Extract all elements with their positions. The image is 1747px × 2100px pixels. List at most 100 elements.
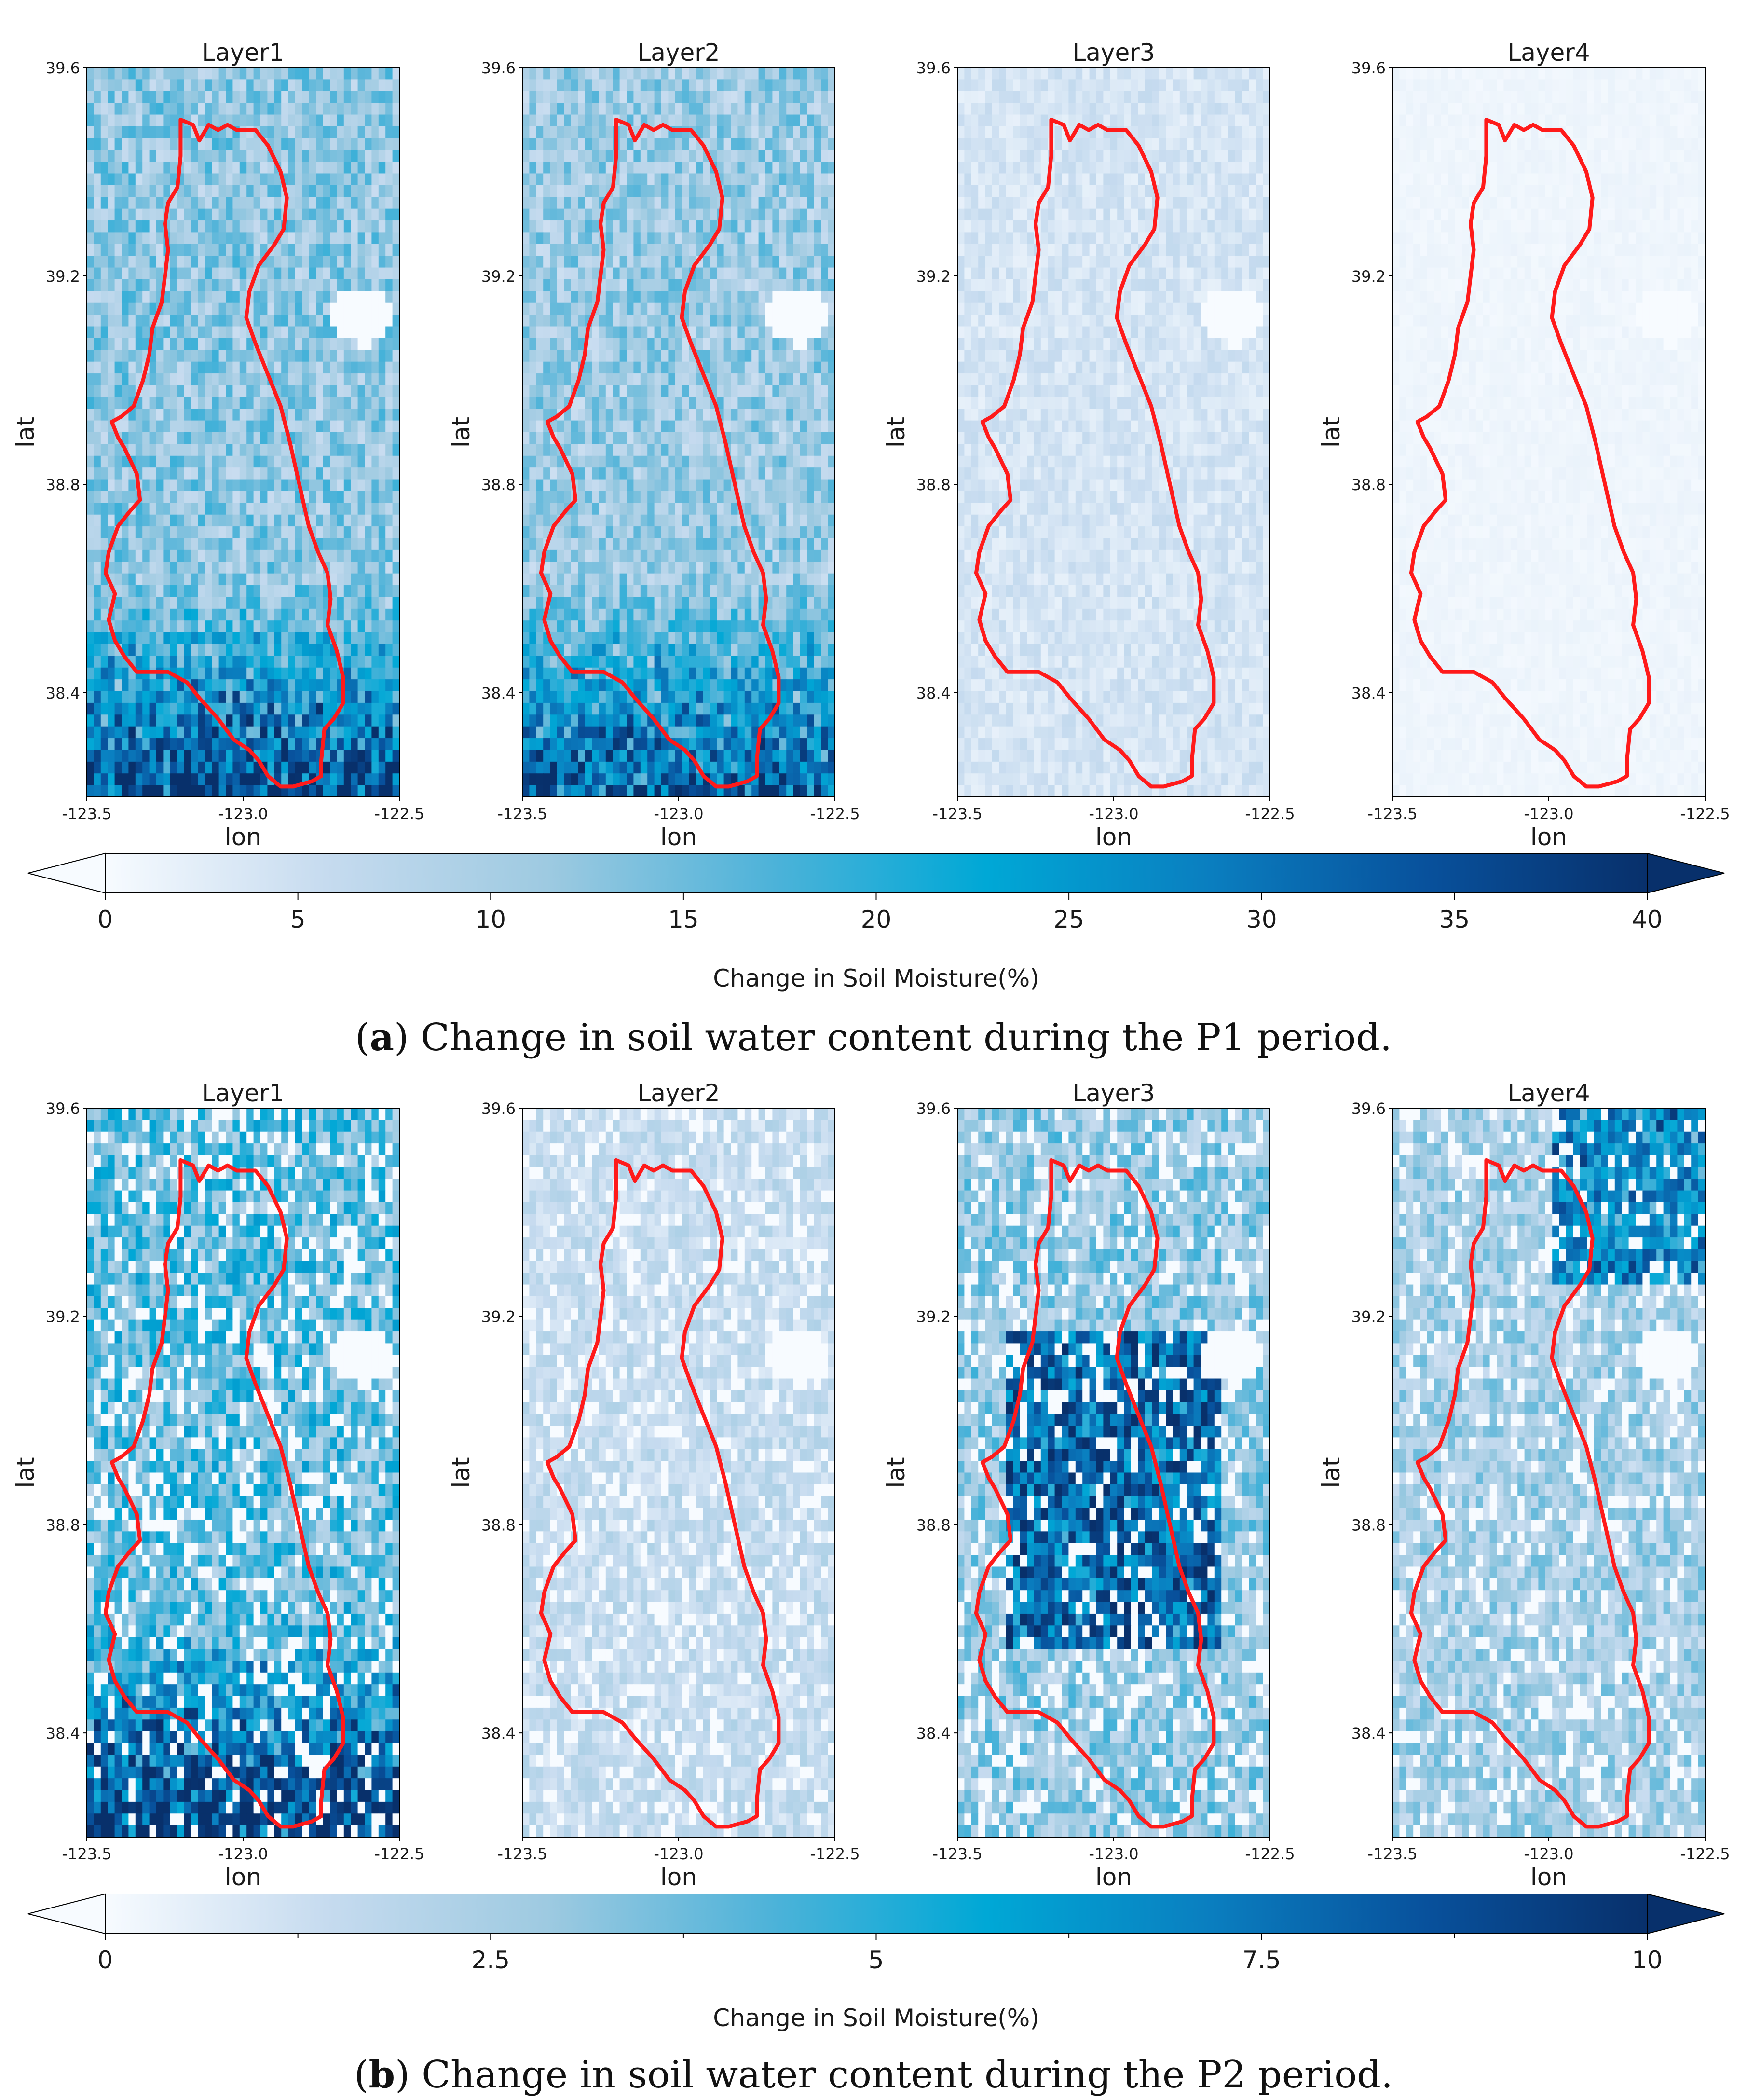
x-tick-label: -122.5 — [810, 805, 860, 823]
x-tick-label: -122.5 — [810, 1845, 860, 1863]
map-panel-4: Layer4 38.4 38.8 39.2 39.6 -123.5 -123.0 -122.5… — [1317, 39, 1730, 851]
map-panel-8: Layer4 38.4 38.8 39.2 39.6 -123.5 -123.0 -122.5… — [1317, 1079, 1730, 1891]
heatmap-cells — [522, 1108, 835, 1838]
colorbar-extend-max — [1647, 1893, 1725, 1935]
panel-title: Layer2 — [637, 39, 720, 67]
watershed-boundary — [974, 118, 1216, 789]
panel-title: Layer1 — [202, 1079, 284, 1107]
colorbar-tick-label: 7.5 — [1242, 1946, 1281, 1974]
caption-a-letter: a — [370, 1016, 395, 1059]
y-tick-label: 39.6 — [46, 59, 80, 77]
colorbar-tick-label: 10 — [1632, 1946, 1663, 1974]
x-tick-label: -123.0 — [1089, 1845, 1138, 1863]
x-tick-label: -123.5 — [497, 1845, 547, 1863]
y-axis-label: lat — [1317, 1457, 1345, 1488]
x-tick-label: -123.0 — [1524, 805, 1573, 823]
colorbar-tick-label: 25 — [1053, 906, 1084, 933]
colorbar-extend-min — [27, 1893, 106, 1935]
panel-title: Layer1 — [202, 39, 284, 67]
x-tick-label: -123.5 — [932, 805, 982, 823]
x-tick-label: -122.5 — [374, 805, 424, 823]
heatmap-cells — [1392, 68, 1706, 797]
colorbar-label: Change in Soil Moisture(%) — [713, 964, 1039, 992]
y-tick-label: 39.2 — [46, 267, 80, 286]
y-tick-label: 39.6 — [916, 1099, 951, 1118]
y-tick-label: 38.4 — [1351, 684, 1386, 702]
colorbar-tick-label: 40 — [1632, 906, 1663, 933]
x-tick-label: -123.0 — [218, 805, 268, 823]
x-axis-label: lon — [225, 1863, 261, 1891]
panel-title: Layer3 — [1072, 39, 1155, 67]
y-tick-label: 38.8 — [481, 1516, 516, 1534]
y-tick-label: 38.8 — [916, 476, 951, 494]
x-tick-label: -123.0 — [218, 1845, 268, 1863]
y-tick-label: 38.8 — [46, 476, 80, 494]
y-tick-label: 38.8 — [481, 476, 516, 494]
x-tick-label: -122.5 — [1245, 805, 1295, 823]
x-tick-label: -123.5 — [1367, 805, 1417, 823]
colorbar-gradient — [105, 1894, 1648, 1934]
watershed-boundary — [539, 118, 781, 789]
y-axis-label: lat — [447, 417, 475, 448]
y-tick-label: 38.4 — [916, 684, 951, 702]
colorbar-extend-min — [27, 852, 106, 894]
colorbar-tick-label: 10 — [475, 906, 506, 933]
colorbar-tick-label: 5 — [290, 906, 306, 933]
y-tick-label: 38.4 — [1351, 1724, 1386, 1743]
x-tick-label: -123.0 — [1089, 805, 1138, 823]
map-panel-7: Layer3 38.4 38.8 39.2 39.6 -123.5 -123.0 -122.5… — [882, 1079, 1295, 1891]
caption-b-letter: b — [369, 2053, 396, 2097]
y-tick-label: 38.4 — [46, 684, 80, 702]
x-axis-label: lon — [1530, 823, 1567, 851]
x-axis-label: lon — [660, 823, 697, 851]
x-axis-label: lon — [1095, 823, 1132, 851]
x-tick-label: -123.5 — [62, 805, 111, 823]
colorbar-b: 0 2.5 5 7.5 10 Change in Soil Moisture(%) — [27, 1893, 1725, 2032]
map-panel-2: Layer2 38.4 38.8 39.2 39.6 -123.5 -123.0 -122.5… — [447, 39, 860, 851]
watershed-boundary — [1409, 1158, 1651, 1829]
colorbar-tick-label: 15 — [668, 906, 699, 933]
caption-b-text: Change in soil water content during the … — [422, 2053, 1393, 2097]
y-tick-label: 38.8 — [916, 1516, 951, 1534]
colorbar-a: 0 5 10 15 20 25 30 35 40 Change in Soil Moisture(… — [27, 852, 1725, 992]
y-tick-label: 38.4 — [481, 684, 516, 702]
x-axis-label: lon — [225, 823, 261, 851]
heatmap-cells — [1392, 1108, 1706, 1838]
x-tick-label: -123.5 — [1367, 1845, 1417, 1863]
panel-title: Layer4 — [1507, 39, 1590, 67]
panel-title: Layer4 — [1507, 1079, 1590, 1107]
y-axis-label: lat — [882, 1457, 910, 1488]
x-tick-label: -123.0 — [1524, 1845, 1573, 1863]
watershed-boundary — [539, 1158, 781, 1829]
y-tick-label: 39.2 — [1351, 1308, 1386, 1326]
y-axis-label: lat — [12, 417, 40, 448]
map-panel-6: Layer2 38.4 38.8 39.2 39.6 -123.5 -123.0 -122.5… — [447, 1079, 860, 1891]
map-panel-5: Layer1 38.4 38.8 39.2 39.6 -123.5 -123.0 -122.5… — [12, 1079, 424, 1891]
x-tick-label: -123.0 — [654, 805, 703, 823]
watershed-boundary — [103, 118, 345, 789]
x-tick-label: -122.5 — [1680, 805, 1730, 823]
panel-title: Layer2 — [637, 1079, 720, 1107]
y-tick-label: 39.2 — [46, 1308, 80, 1326]
colorbar-label: Change in Soil Moisture(%) — [713, 2004, 1039, 2032]
y-tick-label: 39.6 — [1351, 59, 1386, 77]
x-axis-label: lon — [1095, 1863, 1132, 1891]
heatmap-cells — [957, 68, 1270, 797]
caption-a: (a) Change in soil water content during … — [0, 1016, 1747, 1059]
colorbar-gradient — [105, 853, 1648, 893]
x-tick-label: -122.5 — [374, 1845, 424, 1863]
colorbar-tick-label: 20 — [861, 906, 892, 933]
map-panel-3: Layer3 38.4 38.8 39.2 39.6 -123.5 -123.0 -122.5… — [882, 39, 1295, 851]
heatmap-cells — [87, 68, 400, 797]
y-tick-label: 39.6 — [481, 59, 516, 77]
y-axis-label: lat — [1317, 417, 1345, 448]
y-tick-label: 38.8 — [46, 1516, 80, 1534]
colorbar-tick-label: 5 — [869, 1946, 884, 1974]
y-axis-label: lat — [882, 417, 910, 448]
heatmap-cells — [522, 68, 835, 797]
x-tick-label: -122.5 — [1245, 1845, 1295, 1863]
colorbar-tick-label: 0 — [97, 1946, 113, 1974]
watershed-boundary — [103, 1158, 345, 1829]
x-axis-label: lon — [1530, 1863, 1567, 1891]
